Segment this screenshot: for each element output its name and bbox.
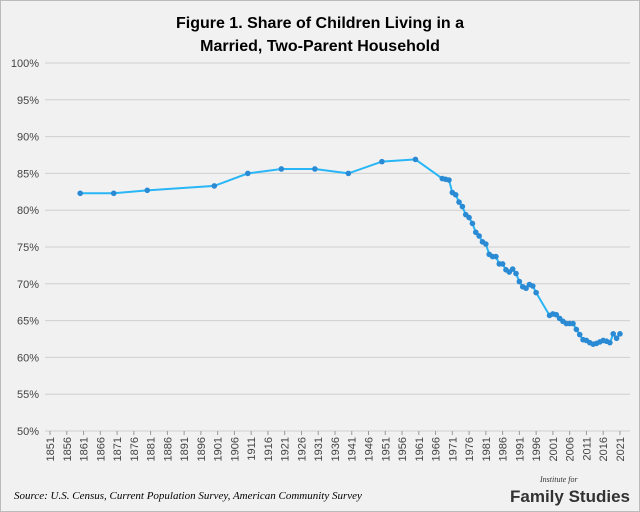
y-tick-label: 50%	[17, 426, 39, 438]
data-point	[516, 278, 523, 285]
data-point	[456, 199, 462, 205]
data-point	[576, 331, 583, 338]
data-point	[469, 220, 476, 227]
x-tick-label: 2021	[615, 437, 627, 461]
data-point	[483, 241, 489, 247]
data-point	[529, 283, 536, 289]
y-tick-label: 85%	[17, 168, 39, 180]
y-tick-label: 75%	[17, 242, 39, 254]
x-tick-label: 1981	[481, 437, 493, 461]
data-point	[607, 339, 613, 346]
data-point	[472, 229, 479, 236]
x-tick-label: 1976	[464, 437, 476, 461]
data-point	[245, 170, 251, 177]
x-tick-label: 1901	[213, 437, 225, 461]
x-tick-label: 1921	[280, 437, 292, 461]
data-point	[523, 285, 529, 292]
x-tick-label: 1971	[447, 437, 459, 461]
data-point	[345, 170, 352, 177]
data-point	[513, 270, 519, 277]
data-point	[613, 335, 620, 342]
x-tick-label: 1911	[246, 437, 258, 461]
data-point	[459, 203, 466, 210]
y-tick-label: 95%	[17, 95, 39, 107]
x-tick-label: 1906	[229, 437, 241, 461]
y-tick-label: 55%	[17, 389, 39, 401]
chart-title: Figure 1. Share of Children Living in a	[176, 15, 464, 32]
x-tick-label: 1891	[179, 437, 191, 461]
x-tick-label: 1861	[79, 437, 91, 461]
y-tick-label: 90%	[17, 132, 39, 144]
data-point	[466, 214, 472, 221]
y-tick-label: 100%	[11, 58, 39, 70]
x-tick-label: 1996	[531, 437, 543, 461]
x-tick-label: 1936	[330, 437, 342, 461]
x-tick-label: 1851	[45, 437, 57, 461]
data-point	[493, 253, 499, 260]
y-tick-label: 65%	[17, 316, 39, 328]
x-tick-label: 1871	[112, 437, 124, 461]
x-tick-label: 1881	[146, 437, 158, 461]
x-tick-label: 2006	[565, 437, 577, 461]
data-point	[570, 320, 576, 327]
x-tick-label: 1876	[129, 437, 141, 461]
data-point	[446, 177, 452, 183]
data-point	[312, 166, 318, 172]
data-point	[476, 233, 482, 239]
logo: Family Studies	[510, 487, 630, 506]
x-tick-label: 1951	[380, 437, 392, 461]
x-tick-label: 1896	[196, 437, 208, 461]
x-tick-label: 1866	[95, 437, 107, 461]
data-point	[77, 190, 84, 197]
data-point	[144, 187, 151, 194]
x-tick-label: 1926	[296, 437, 308, 461]
x-tick-label: 2016	[598, 437, 610, 461]
x-tick-label: 1886	[162, 437, 174, 461]
x-tick-label: 1931	[313, 437, 325, 461]
logo-small: Institute for	[539, 475, 578, 484]
data-point	[379, 158, 385, 165]
data-point	[412, 156, 419, 163]
source-note: Source: U.S. Census, Current Population …	[14, 490, 362, 502]
data-point	[452, 191, 459, 198]
x-tick-label: 1966	[431, 437, 443, 461]
data-point	[553, 311, 560, 318]
data-point	[573, 326, 580, 333]
x-tick-label: 1986	[498, 437, 510, 461]
x-tick-label: 1941	[347, 437, 359, 461]
x-tick-label: 1991	[514, 437, 526, 461]
data-point	[509, 266, 516, 272]
x-tick-label: 1956	[397, 437, 409, 461]
x-tick-label: 2001	[548, 437, 560, 461]
y-tick-label: 80%	[17, 205, 39, 217]
x-tick-label: 1961	[414, 437, 426, 461]
x-tick-label: 2011	[581, 437, 593, 461]
data-point	[278, 166, 285, 172]
data-point	[499, 261, 506, 267]
data-point	[211, 183, 218, 189]
data-point	[533, 289, 539, 296]
data-point	[610, 331, 617, 337]
x-tick-label: 1946	[364, 437, 376, 461]
x-tick-label: 1856	[62, 437, 74, 461]
y-tick-label: 70%	[17, 279, 39, 291]
x-tick-label: 1916	[263, 437, 275, 461]
data-point	[617, 331, 623, 337]
data-point	[110, 190, 117, 197]
y-tick-label: 60%	[17, 352, 39, 364]
chart-title: Married, Two-Parent Household	[200, 38, 440, 55]
